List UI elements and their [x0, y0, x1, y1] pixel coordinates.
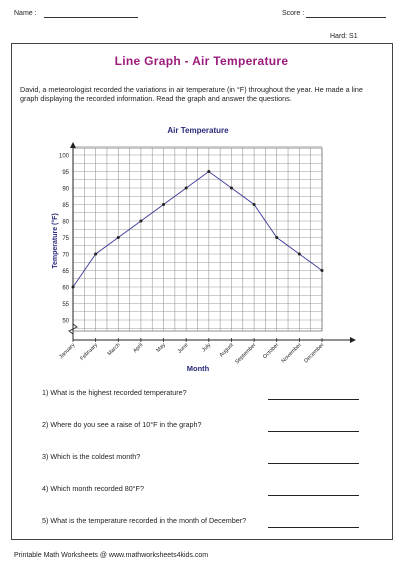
chart-title: Air Temperature: [167, 126, 229, 135]
answer-line-2[interactable]: [268, 430, 359, 432]
x-tick-label: October: [262, 342, 280, 360]
y-tick-label: 50: [62, 319, 69, 325]
question-2: 2) Where do you see a raise of 10°F in t…: [42, 420, 202, 429]
name-field[interactable]: [44, 7, 138, 18]
data-point: [320, 269, 324, 272]
data-point: [252, 203, 256, 206]
y-tick-label: 80: [62, 220, 69, 226]
y-tick-label: 85: [62, 203, 69, 209]
x-tick-label: January: [58, 342, 76, 360]
x-tick-label: February: [79, 342, 99, 362]
y-tick-labels: 50 55 60 65 70 75 80 85 90 95 100: [59, 154, 70, 325]
axis-break: [68, 323, 78, 335]
level-badge: Hard: S1: [330, 33, 358, 40]
x-tick-label: April: [132, 342, 144, 354]
score-field[interactable]: [306, 7, 386, 18]
score-label: Score :: [282, 10, 305, 17]
name-label: Name :: [14, 10, 37, 17]
y-tick-label: 75: [62, 236, 69, 242]
y-axis-arrow: [70, 142, 76, 148]
data-point: [139, 219, 143, 223]
data-point: [297, 252, 301, 256]
x-tick-label: March: [107, 342, 122, 357]
answer-line-4[interactable]: [268, 494, 359, 496]
x-axis-label: Month: [187, 364, 210, 373]
question-1: 1) What is the highest recorded temperat…: [42, 388, 187, 397]
series-line: [71, 170, 324, 289]
x-tick-labels: January February March April May June July Augu…: [58, 338, 326, 365]
y-tick-label: 65: [62, 269, 69, 275]
temperature-line: [72, 170, 323, 288]
answer-line-5[interactable]: [268, 526, 359, 528]
y-tick-label: 95: [62, 170, 69, 176]
intro-text: David, a meteorologist recorded the vari…: [20, 85, 363, 104]
question-4: 4) Which month recorded 80°F?: [42, 484, 144, 493]
x-tick-label: July: [201, 342, 212, 353]
question-5: 5) What is the temperature recorded in t…: [42, 516, 247, 525]
x-tick-label: June: [177, 342, 190, 355]
footer-text: Printable Math Worksheets @ www.mathwork…: [14, 552, 209, 559]
data-point: [162, 203, 166, 206]
data-point: [229, 186, 233, 190]
y-tick-label: 70: [62, 253, 69, 259]
line-chart: Air Temperature Month Temperature (°F) 5…: [51, 126, 356, 373]
x-tick-label: December: [303, 342, 325, 364]
x-tick-label: November: [281, 342, 303, 364]
y-tick-label: 55: [62, 302, 69, 308]
x-axis-arrow: [350, 337, 356, 343]
data-point: [116, 236, 120, 239]
chart-grid: [72, 146, 323, 332]
y-tick-label: 100: [59, 154, 70, 160]
data-point: [207, 170, 211, 173]
x-tick-label: September: [234, 342, 257, 365]
answer-line-3[interactable]: [268, 462, 359, 464]
y-axis-label: Temperature (°F): [51, 213, 59, 269]
data-point: [71, 285, 75, 289]
answer-line-1[interactable]: [268, 398, 359, 400]
worksheet-frame: [11, 43, 393, 540]
worksheet-title: Line Graph - Air Temperature: [114, 54, 289, 68]
y-tick-label: 90: [62, 187, 69, 193]
data-point: [94, 252, 98, 256]
data-point: [275, 236, 279, 239]
chart-axes: [68, 142, 356, 343]
data-point: [184, 186, 188, 190]
y-tick-label: 60: [62, 286, 69, 292]
question-3: 3) Which is the coldest month?: [42, 452, 141, 461]
x-tick-label: May: [155, 342, 167, 354]
x-tick-label: August: [219, 342, 236, 359]
